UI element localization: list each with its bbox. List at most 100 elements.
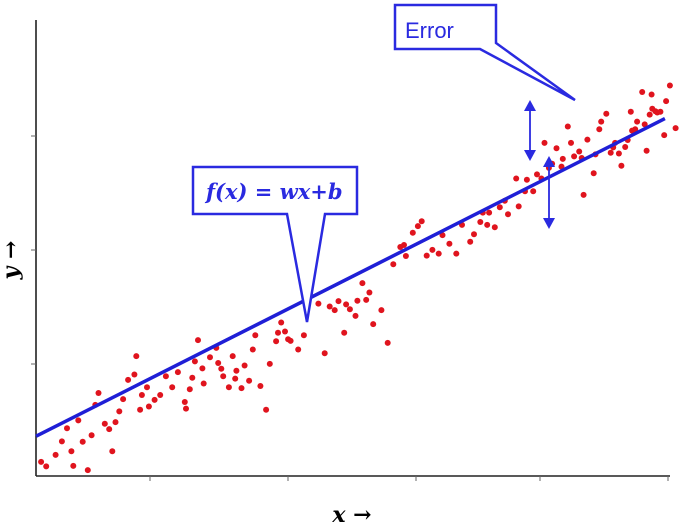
data-point [275,329,281,336]
data-point [596,126,603,133]
data-point [477,219,484,225]
data-point [607,149,614,156]
data-point [446,240,453,247]
function-label: f(x) = wx+b [204,179,343,204]
data-point [401,242,407,248]
data-point [564,123,571,130]
data-point [38,458,45,465]
data-point [169,384,176,391]
data-point [471,231,477,238]
data-point [553,145,560,152]
data-point [321,350,328,357]
data-point [229,353,236,360]
data-point [116,408,123,415]
data-point [627,108,634,115]
data-point [661,132,668,139]
data-point [648,91,655,98]
data-point [467,238,474,245]
data-point [109,448,116,455]
arrow-head-icon [524,100,536,111]
data-point [263,406,270,413]
data-point [257,383,264,389]
data-point [70,462,77,469]
data-point [530,188,537,195]
data-point [634,118,641,125]
data-point [505,211,511,218]
data-point [435,250,442,257]
data-point [453,250,460,257]
arrow-head-icon [543,218,555,229]
data-point [571,153,578,160]
data-point [273,338,280,345]
data-point [418,218,425,225]
data-point [43,463,50,470]
data-point [252,332,259,339]
data-point [151,396,158,403]
data-point [359,280,366,287]
data-point [79,438,86,445]
data-point [266,360,273,367]
error-arrows [524,100,555,229]
data-point [68,448,75,455]
data-point [200,380,207,387]
data-point [300,332,307,339]
arrow-head-icon [524,150,536,161]
data-point [287,337,294,344]
data-point [657,108,664,115]
data-point [496,204,503,211]
data-point [486,209,493,216]
data-point [174,369,181,376]
data-point [186,386,193,393]
data-point [366,289,373,296]
data-point [534,171,540,178]
data-point [249,346,256,353]
data-point [632,126,639,133]
data-point [233,367,240,374]
data-point [191,358,198,365]
data-point [225,384,232,391]
data-point [639,89,646,95]
data-point [295,346,302,353]
data-point [352,312,359,319]
data-point [64,425,70,432]
data-point [423,252,430,259]
data-point [402,253,409,259]
data-point [513,175,520,182]
data-point [370,321,377,328]
data-point [568,139,574,146]
data-point [576,148,583,155]
axis-ticks [31,135,669,481]
data-point [484,221,491,228]
data-point [343,301,350,308]
data-point [144,384,150,391]
data-point [378,307,385,314]
data-point [220,373,227,380]
data-point [643,147,650,154]
data-point [390,261,397,268]
data-point [189,374,196,381]
data-point [207,354,213,361]
data-points [38,82,679,474]
data-point [672,125,679,132]
data-point [278,319,285,326]
data-point [354,297,361,304]
data-point [125,376,132,383]
data-point [618,162,625,169]
function-callout: f(x) = wx+b [191,165,359,323]
data-point [238,385,245,392]
data-point [335,298,342,305]
data-point [137,406,144,413]
arrow-head-icon [543,156,555,167]
data-point [346,306,353,313]
data-point [622,144,629,150]
data-point [331,307,338,314]
data-point [246,377,253,384]
data-point [75,417,82,424]
data-point [162,373,169,380]
data-point [414,223,421,230]
data-point [603,110,610,117]
data-point [131,371,138,378]
data-point [641,121,648,128]
data-point [120,396,127,403]
